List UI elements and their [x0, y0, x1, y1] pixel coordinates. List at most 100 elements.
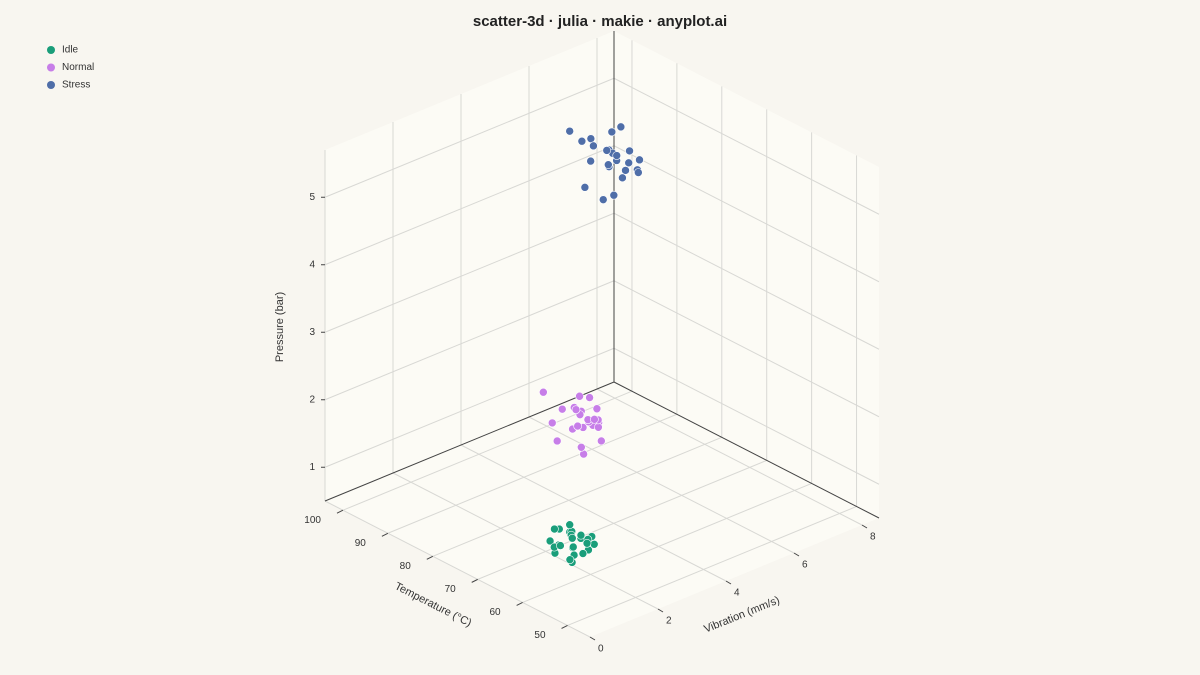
tick-mark: [589, 636, 596, 641]
grid-line: [324, 500, 591, 638]
tick-mark: [725, 580, 732, 585]
grid-line: [613, 145, 880, 283]
y-tick-label: 2: [666, 616, 672, 627]
data-point: [612, 151, 622, 160]
data-point: [545, 536, 555, 546]
data-point: [577, 136, 587, 146]
z-tick-label: 4: [309, 259, 315, 270]
back-right-pane: [614, 31, 879, 518]
grid-line: [613, 212, 880, 350]
data-point: [575, 391, 584, 401]
y-tick-label: 4: [734, 588, 740, 599]
y-tick-label: 6: [802, 560, 808, 571]
tick-mark: [561, 625, 568, 629]
tick-mark: [336, 509, 344, 514]
data-point: [539, 387, 548, 397]
data-point: [598, 195, 608, 204]
data-point: [604, 160, 613, 170]
y-tick-label: 0: [598, 644, 604, 655]
data-point: [578, 549, 588, 558]
grid-line: [613, 347, 880, 485]
y-tick-label: 8: [870, 532, 876, 543]
data-point: [556, 541, 565, 550]
z-tick-label: 1: [309, 462, 315, 473]
grid-line: [522, 482, 812, 603]
grid-line: [392, 472, 659, 610]
tick-mark: [381, 532, 389, 537]
data-point: [571, 405, 581, 414]
data-point: [577, 443, 586, 452]
grid-line: [324, 347, 615, 468]
data-point: [625, 146, 634, 156]
data-point: [624, 158, 634, 168]
data-point: [568, 542, 578, 552]
legend-marker: [47, 46, 55, 54]
z-tick-label: 2: [309, 394, 315, 405]
axis-line: [613, 381, 880, 519]
grid-line: [324, 145, 615, 266]
grid-line: [324, 77, 615, 198]
data-point: [582, 538, 592, 548]
data-point: [586, 134, 596, 143]
data-point: [609, 190, 619, 200]
z-axis-title: Pressure (bar): [274, 292, 286, 362]
data-point: [618, 173, 627, 183]
legend-marker: [47, 81, 55, 89]
data-point: [597, 436, 606, 446]
back-left-pane: [325, 31, 614, 501]
data-point: [635, 155, 644, 165]
data-point: [580, 183, 590, 192]
axis-line: [324, 381, 615, 502]
data-point: [616, 122, 626, 132]
tick-mark: [516, 601, 523, 606]
grid-line: [613, 280, 880, 418]
data-point: [557, 404, 567, 414]
x-tick-label: 90: [355, 538, 367, 549]
chart-title: scatter-3d · julia · makie · anyplot.ai: [473, 13, 727, 30]
data-point: [594, 422, 603, 432]
grid-line: [596, 388, 863, 526]
grid-line: [432, 436, 722, 557]
data-point: [576, 530, 586, 540]
z-tick-label: 5: [309, 192, 315, 203]
data-point: [590, 415, 599, 424]
x-tick-label: 100: [304, 515, 321, 526]
legend-marker: [47, 63, 55, 72]
x-tick-label: 60: [490, 607, 502, 618]
data-point: [552, 436, 562, 446]
grid-line: [477, 459, 767, 580]
tick-mark: [793, 552, 800, 557]
tick-mark: [471, 578, 478, 583]
x-tick-label: 70: [445, 584, 457, 595]
data-point: [567, 533, 577, 543]
data-point: [550, 524, 559, 534]
tick-mark: [861, 524, 868, 529]
grid-line: [324, 212, 615, 333]
z-tick-label: 3: [309, 327, 315, 338]
data-point: [592, 404, 602, 414]
grid-line: [460, 444, 727, 582]
data-point: [602, 146, 612, 155]
data-point: [607, 127, 617, 137]
data-point: [547, 418, 557, 428]
data-point: [565, 520, 575, 530]
grid-line: [387, 413, 678, 534]
data-point: [573, 421, 582, 431]
grid-line: [528, 416, 795, 554]
tick-mark: [426, 555, 434, 560]
grid-line: [613, 77, 880, 215]
data-point: [621, 166, 630, 175]
data-point: [589, 141, 598, 151]
legend-label: Idle: [62, 45, 79, 56]
legend-label: Stress: [62, 80, 90, 91]
x-tick-label: 50: [534, 630, 546, 641]
data-point: [586, 156, 595, 166]
grid-line: [567, 506, 857, 626]
tick-mark: [657, 608, 664, 613]
x-tick-label: 80: [400, 561, 412, 572]
legend-label: Normal: [62, 62, 94, 73]
data-point: [585, 393, 594, 402]
grid-line: [324, 280, 615, 401]
data-point: [565, 126, 574, 136]
